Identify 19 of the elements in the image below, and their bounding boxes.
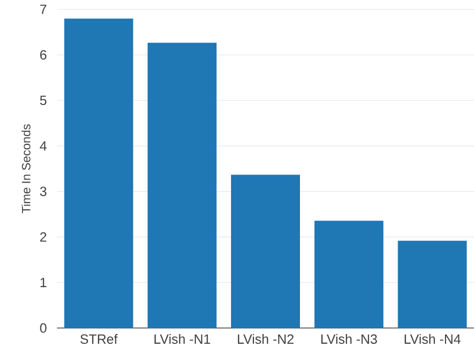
y-axis-title: Time In Seconds (22, 124, 30, 214)
bar (148, 42, 217, 328)
x-tick-label: LVish -N4 (404, 334, 461, 344)
x-tick-label: LVish -N2 (238, 334, 294, 344)
x-tick-label: LVish -N3 (321, 334, 377, 344)
y-tick-label: 4 (40, 141, 47, 150)
x-tick-label: STRef (80, 334, 118, 344)
bar (314, 220, 384, 328)
y-tick-label: 2 (40, 232, 46, 242)
y-tick-label: 7 (40, 4, 46, 14)
y-tick-label: 5 (40, 96, 46, 106)
y-tick-label: 0 (40, 323, 46, 333)
x-tick-label: LVish -N1 (154, 334, 210, 344)
y-tick-label: 1 (40, 278, 46, 288)
y-tick-label: 6 (40, 50, 46, 60)
bar (64, 18, 134, 328)
y-tick-label: 3 (40, 186, 46, 196)
bar (231, 174, 300, 328)
bar (398, 240, 467, 328)
